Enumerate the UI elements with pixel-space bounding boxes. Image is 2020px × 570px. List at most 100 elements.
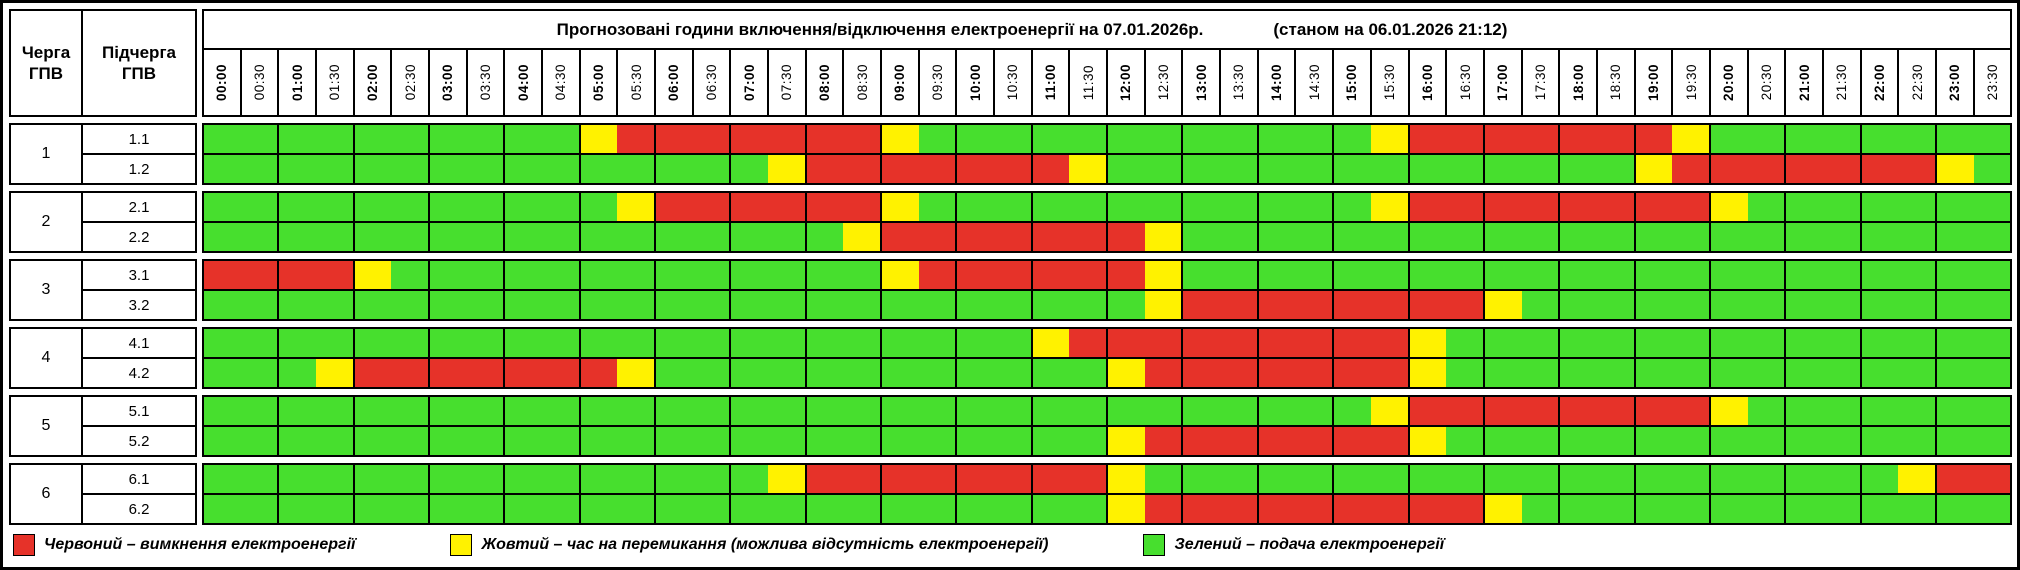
schedule-cell [994, 223, 1031, 251]
time-header-cell: 03:30 [465, 50, 504, 115]
schedule-cell [391, 193, 429, 221]
schedule-cell [1859, 359, 1899, 387]
schedule-cell [542, 261, 579, 289]
schedule-cell [729, 465, 769, 493]
schedule-cell [578, 397, 618, 425]
groups-container: 1 1.1 1.2 2 2.1 2.2 3 3.1 3.2 4 4.1 4.2 5 5.1 5.2 6 6.1 6… [9, 123, 2012, 525]
schedule-cell [1934, 193, 1974, 221]
legend-item-G: Зелений – подача електроенергії [1143, 534, 1444, 556]
schedule-cell [1898, 329, 1935, 357]
schedule-cell [428, 397, 467, 425]
schedule-cell [503, 223, 543, 251]
queue-group-5: 5 5.1 5.2 [9, 395, 2012, 457]
schedule-cell [1181, 291, 1221, 319]
schedule-cell [1069, 495, 1107, 523]
schedule-cell [994, 155, 1031, 183]
schedule-cell [578, 223, 618, 251]
schedule-cell [542, 193, 579, 221]
schedule-cell [1030, 359, 1070, 387]
schedule-cell [768, 465, 805, 493]
schedule-cell [768, 261, 805, 289]
schedule-cell [503, 465, 543, 493]
schedule-cell [1069, 125, 1107, 153]
schedule-cell [316, 261, 353, 289]
schedule-cell [204, 261, 241, 289]
schedule-cell [1859, 261, 1899, 289]
schedule-cell [391, 465, 429, 493]
legend-label: Червоний – вимкнення електроенергії [44, 536, 356, 553]
schedule-cell [1747, 427, 1785, 455]
schedule-cell [1256, 193, 1296, 221]
schedule-cell [578, 261, 618, 289]
schedule-cell [880, 155, 919, 183]
schedule-cell [1672, 125, 1709, 153]
schedule-cell [1370, 291, 1408, 319]
schedule-cell [391, 397, 429, 425]
time-header-cell: 18:30 [1595, 50, 1634, 115]
schedule-cell [1030, 223, 1070, 251]
schedule-cell [391, 359, 429, 387]
schedule-cell [1859, 397, 1899, 425]
schedule-cell [1069, 465, 1107, 493]
schedule-cell [1784, 125, 1823, 153]
schedule-cell [316, 291, 353, 319]
schedule-cell [768, 397, 805, 425]
schedule-row-6.1 [204, 465, 2011, 493]
schedule-cell [955, 125, 995, 153]
schedule-cell [654, 155, 693, 183]
queue-group-6: 6 6.1 6.2 [9, 463, 2012, 525]
time-header-cell: 01:30 [315, 50, 353, 115]
schedule-cell [1672, 291, 1709, 319]
schedule-cell [578, 291, 618, 319]
schedule-cell [768, 125, 805, 153]
schedule-cell [1708, 465, 1748, 493]
schedule-cell [352, 223, 392, 251]
schedule-cell [391, 155, 429, 183]
schedule-cell [1482, 223, 1522, 251]
schedule-cell [729, 193, 769, 221]
schedule-cell [1934, 465, 1974, 493]
schedule-cell [204, 291, 241, 319]
schedule-cell [503, 427, 543, 455]
schedule-cell [578, 193, 618, 221]
schedule-cell [1521, 125, 1559, 153]
schedule-cell [1370, 125, 1408, 153]
schedule-cell [1482, 397, 1522, 425]
schedule-cell [1859, 125, 1899, 153]
time-header-cell: 14:00 [1256, 50, 1295, 115]
schedule-cell [1446, 359, 1483, 387]
time-header-cell: 07:00 [729, 50, 767, 115]
schedule-cell [503, 291, 543, 319]
schedule-cell [1708, 193, 1748, 221]
schedule-cell [204, 155, 241, 183]
schedule-cell [1144, 495, 1182, 523]
time-header-cell: 01:00 [277, 50, 315, 115]
subqueue-label: 3.1 [128, 266, 150, 284]
schedule-cell [1633, 495, 1673, 523]
time-header-cell: 05:00 [578, 50, 617, 115]
schedule-cell [617, 193, 655, 221]
schedule-cell [692, 359, 730, 387]
group-label-box: 3 3.1 3.2 [9, 259, 197, 321]
schedule-cell [1822, 397, 1860, 425]
group-label-box: 4 4.1 4.2 [9, 327, 197, 389]
schedule-cell [352, 125, 392, 153]
subqueue-label: 1.1 [128, 130, 150, 148]
schedule-cell [918, 125, 956, 153]
schedule-cell [1220, 291, 1257, 319]
schedule-cell [1633, 465, 1673, 493]
schedule-cell [1069, 359, 1107, 387]
schedule-cell [1144, 223, 1182, 251]
schedule-cell [692, 291, 730, 319]
schedule-cell [654, 329, 693, 357]
schedule-cell [1332, 291, 1371, 319]
schedule-cell [1898, 125, 1935, 153]
schedule-cell [955, 397, 995, 425]
schedule-cell [1558, 329, 1597, 357]
schedule-cell [391, 495, 429, 523]
schedule-cell [578, 329, 618, 357]
schedule-cell [955, 155, 995, 183]
schedule-cell [1181, 359, 1221, 387]
schedule-cell [1144, 427, 1182, 455]
schedule-cell [466, 397, 504, 425]
